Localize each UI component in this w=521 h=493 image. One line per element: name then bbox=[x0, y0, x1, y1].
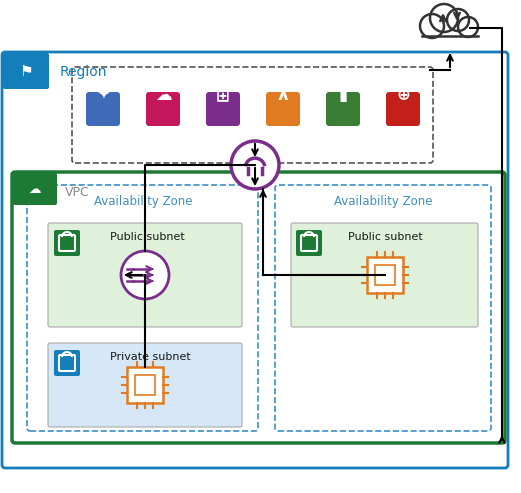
FancyBboxPatch shape bbox=[13, 173, 57, 205]
Text: ✦: ✦ bbox=[96, 86, 110, 104]
FancyBboxPatch shape bbox=[386, 92, 420, 126]
Text: ☁: ☁ bbox=[155, 86, 171, 104]
Text: ⚑: ⚑ bbox=[19, 64, 33, 78]
Circle shape bbox=[430, 4, 458, 32]
FancyBboxPatch shape bbox=[206, 92, 240, 126]
FancyBboxPatch shape bbox=[291, 223, 478, 327]
Text: ⊕: ⊕ bbox=[396, 86, 410, 104]
Text: Availability Zone: Availability Zone bbox=[94, 196, 192, 209]
Text: λ: λ bbox=[278, 86, 288, 104]
Text: Public subnet: Public subnet bbox=[348, 232, 423, 242]
Circle shape bbox=[420, 14, 444, 38]
FancyBboxPatch shape bbox=[266, 92, 300, 126]
FancyBboxPatch shape bbox=[48, 223, 242, 327]
FancyBboxPatch shape bbox=[375, 265, 395, 285]
Text: ☁: ☁ bbox=[29, 182, 41, 196]
Circle shape bbox=[458, 17, 478, 37]
Text: Availability Zone: Availability Zone bbox=[334, 196, 432, 209]
FancyBboxPatch shape bbox=[127, 367, 163, 403]
FancyBboxPatch shape bbox=[54, 350, 80, 376]
Text: ⊞: ⊞ bbox=[216, 86, 230, 104]
Text: Public subnet: Public subnet bbox=[110, 232, 185, 242]
Circle shape bbox=[447, 9, 469, 31]
FancyBboxPatch shape bbox=[367, 257, 403, 293]
FancyBboxPatch shape bbox=[146, 92, 180, 126]
FancyBboxPatch shape bbox=[326, 92, 360, 126]
FancyBboxPatch shape bbox=[135, 375, 155, 395]
Circle shape bbox=[231, 141, 279, 189]
FancyBboxPatch shape bbox=[86, 92, 120, 126]
FancyBboxPatch shape bbox=[3, 53, 49, 89]
Circle shape bbox=[121, 251, 169, 299]
FancyBboxPatch shape bbox=[48, 343, 242, 427]
FancyBboxPatch shape bbox=[422, 24, 478, 36]
FancyBboxPatch shape bbox=[54, 230, 80, 256]
Text: Region: Region bbox=[60, 65, 107, 79]
Text: Private subnet: Private subnet bbox=[110, 352, 191, 362]
Text: ▮: ▮ bbox=[339, 86, 348, 104]
FancyBboxPatch shape bbox=[296, 230, 322, 256]
Text: VPC: VPC bbox=[65, 185, 90, 199]
